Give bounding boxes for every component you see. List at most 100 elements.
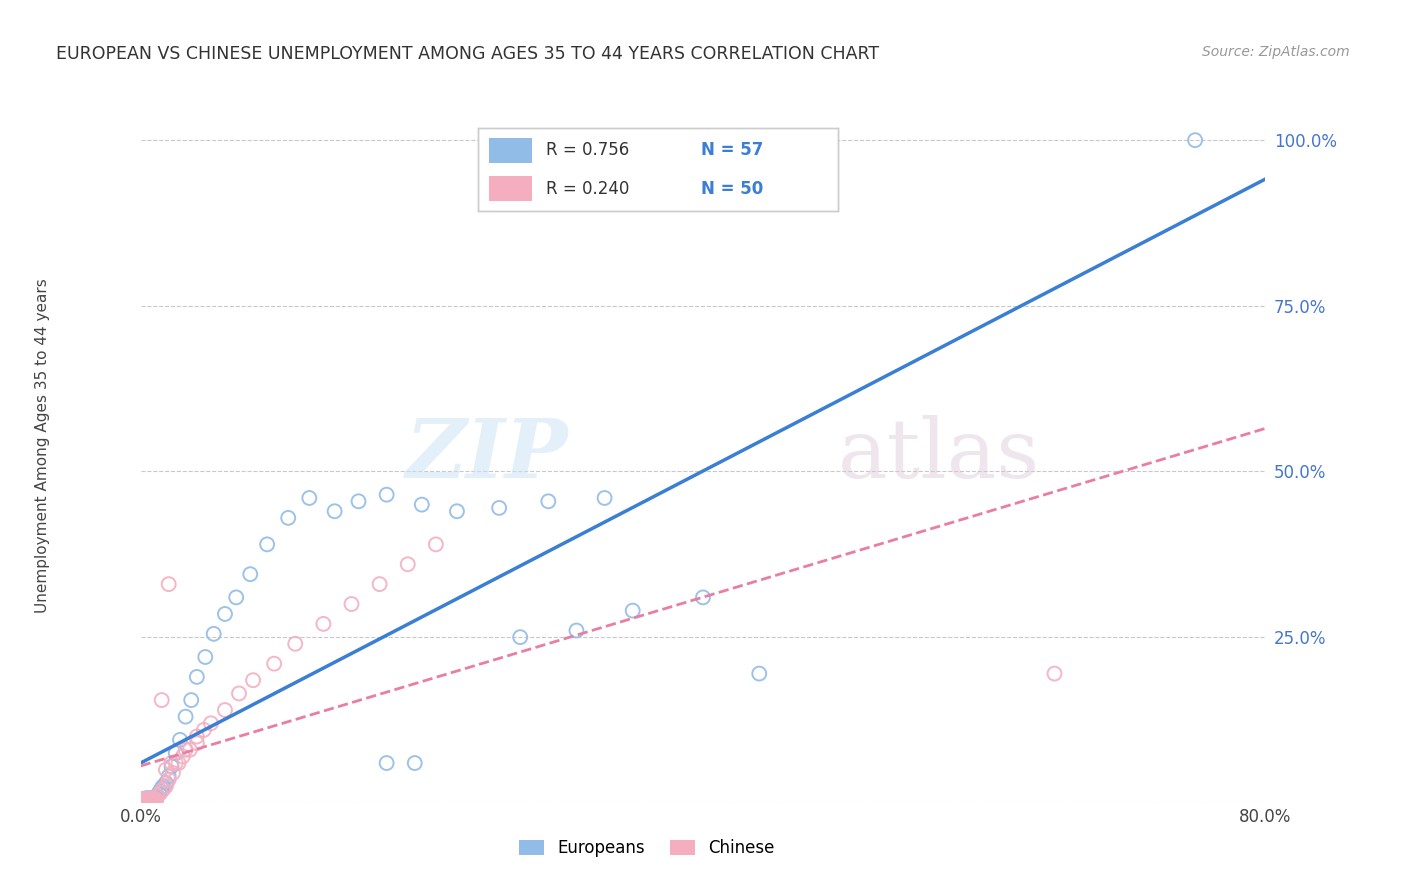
Point bbox=[225, 591, 247, 605]
Point bbox=[180, 693, 202, 707]
Point bbox=[157, 769, 180, 783]
Point bbox=[174, 709, 197, 723]
Point bbox=[396, 558, 419, 572]
Point bbox=[141, 792, 163, 806]
Point bbox=[139, 793, 162, 807]
Point bbox=[139, 792, 162, 806]
Legend: Europeans, Chinese: Europeans, Chinese bbox=[512, 833, 782, 864]
Point bbox=[142, 793, 165, 807]
Point bbox=[143, 793, 166, 807]
Point bbox=[134, 793, 156, 807]
Point bbox=[375, 756, 398, 770]
Point bbox=[509, 630, 531, 644]
Point bbox=[135, 792, 157, 806]
Point bbox=[214, 607, 236, 621]
Point bbox=[167, 756, 190, 770]
Point bbox=[411, 498, 433, 512]
Point bbox=[138, 791, 160, 805]
Point bbox=[150, 693, 173, 707]
Point bbox=[323, 504, 346, 518]
Point bbox=[142, 792, 165, 806]
Point bbox=[194, 650, 217, 665]
Point bbox=[138, 793, 160, 807]
Point bbox=[138, 792, 160, 806]
Point bbox=[143, 792, 166, 806]
Point bbox=[142, 792, 165, 806]
Point bbox=[692, 591, 714, 605]
Point bbox=[136, 792, 159, 806]
Point bbox=[141, 792, 163, 806]
Point bbox=[347, 494, 370, 508]
Point bbox=[136, 793, 159, 807]
Point bbox=[298, 491, 321, 505]
Point bbox=[132, 792, 155, 806]
Text: EUROPEAN VS CHINESE UNEMPLOYMENT AMONG AGES 35 TO 44 YEARS CORRELATION CHART: EUROPEAN VS CHINESE UNEMPLOYMENT AMONG A… bbox=[56, 45, 879, 62]
Point bbox=[446, 504, 468, 518]
Point bbox=[312, 616, 335, 631]
Point bbox=[160, 756, 183, 770]
Point bbox=[368, 577, 391, 591]
Point bbox=[186, 670, 208, 684]
Point bbox=[193, 723, 215, 737]
Point bbox=[148, 786, 170, 800]
Point bbox=[375, 488, 398, 502]
Point bbox=[152, 782, 174, 797]
Point bbox=[202, 627, 225, 641]
Point bbox=[565, 624, 588, 638]
Point bbox=[136, 793, 159, 807]
Point bbox=[172, 749, 194, 764]
Point bbox=[134, 792, 156, 806]
Point bbox=[146, 789, 169, 804]
Point bbox=[593, 491, 616, 505]
Point bbox=[214, 703, 236, 717]
Point bbox=[157, 772, 180, 787]
Point bbox=[537, 494, 560, 508]
Point bbox=[256, 537, 278, 551]
Point bbox=[131, 793, 153, 807]
Point bbox=[186, 730, 208, 744]
Point bbox=[239, 567, 262, 582]
Point bbox=[143, 792, 166, 806]
Text: Unemployment Among Ages 35 to 44 years: Unemployment Among Ages 35 to 44 years bbox=[35, 278, 49, 614]
Point bbox=[748, 666, 770, 681]
Point bbox=[228, 686, 250, 700]
Text: atlas: atlas bbox=[838, 415, 1040, 495]
Point bbox=[134, 792, 156, 806]
Point bbox=[621, 604, 644, 618]
Point bbox=[142, 793, 165, 807]
Point bbox=[155, 779, 177, 793]
Point bbox=[165, 746, 187, 760]
Point bbox=[132, 793, 155, 807]
Point bbox=[135, 792, 157, 806]
Point bbox=[488, 500, 510, 515]
Point bbox=[135, 793, 157, 807]
Point bbox=[155, 763, 177, 777]
Point bbox=[143, 791, 166, 805]
Point bbox=[162, 766, 184, 780]
Point bbox=[425, 537, 447, 551]
Point bbox=[149, 784, 172, 798]
Point bbox=[174, 743, 197, 757]
Point bbox=[277, 511, 299, 525]
Point bbox=[340, 597, 363, 611]
Point bbox=[139, 792, 162, 806]
Point bbox=[139, 793, 162, 807]
Point bbox=[150, 781, 173, 796]
Point bbox=[200, 716, 222, 731]
Point bbox=[1043, 666, 1066, 681]
Point bbox=[155, 776, 177, 790]
Point bbox=[179, 743, 201, 757]
Point bbox=[131, 792, 153, 806]
Point bbox=[146, 789, 169, 804]
Point bbox=[145, 792, 167, 806]
Point bbox=[152, 779, 174, 793]
Point bbox=[169, 732, 191, 747]
Point bbox=[404, 756, 426, 770]
Point bbox=[141, 791, 163, 805]
Point bbox=[134, 793, 156, 807]
Point bbox=[149, 786, 172, 800]
Point bbox=[242, 673, 264, 688]
Text: ZIP: ZIP bbox=[405, 415, 568, 495]
Point bbox=[160, 759, 183, 773]
Point bbox=[165, 756, 187, 770]
